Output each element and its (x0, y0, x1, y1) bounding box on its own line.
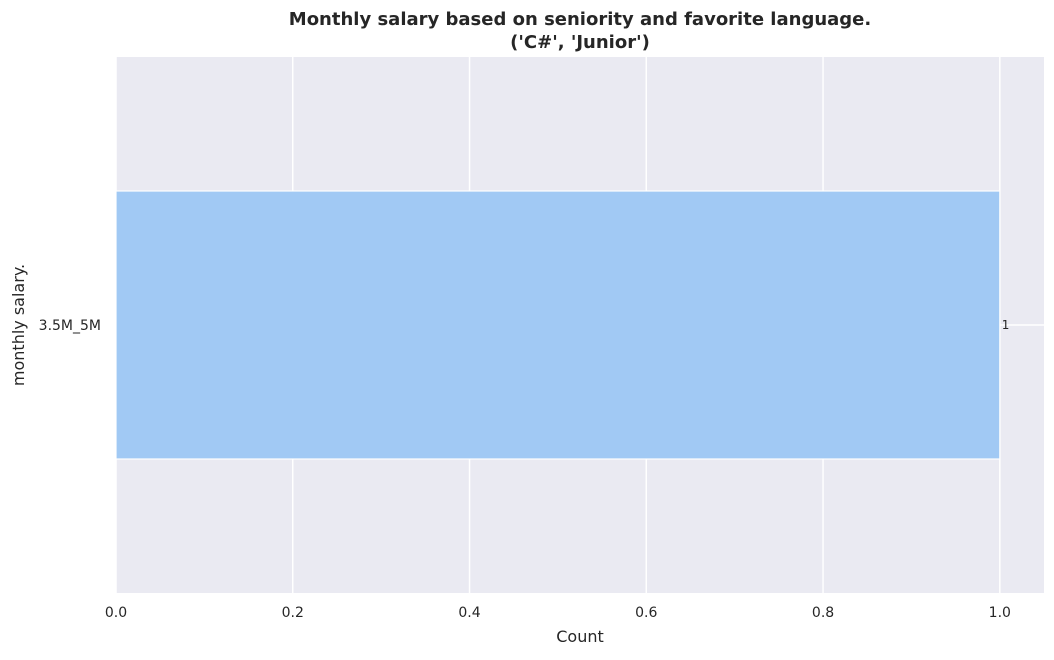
x-tick-label: 1.0 (989, 605, 1011, 621)
x-tick-label: 0.2 (282, 605, 304, 621)
chart-title: Monthly salary based on seniority and fa… (289, 9, 871, 30)
x-tick-label: 0.0 (105, 605, 127, 621)
y-axis-label: monthly salary. (9, 264, 28, 386)
x-axis-label: Count (556, 627, 604, 646)
chart-subtitle: ('C#', 'Junior') (510, 32, 650, 53)
x-tick-labels: 0.0 0.2 0.4 0.6 0.8 1.0 (105, 605, 1011, 621)
bars (115, 190, 1001, 460)
x-tick-label: 0.4 (458, 605, 480, 621)
y-tick-label: 3.5M_5M (39, 318, 101, 334)
data-labels: 1 (1002, 318, 1010, 332)
bar-data-label: 1 (1002, 318, 1010, 332)
x-tick-label: 0.6 (635, 605, 657, 621)
x-tick-label: 0.8 (812, 605, 834, 621)
bar (115, 190, 1001, 460)
y-tick-labels: 3.5M_5M (39, 318, 101, 334)
